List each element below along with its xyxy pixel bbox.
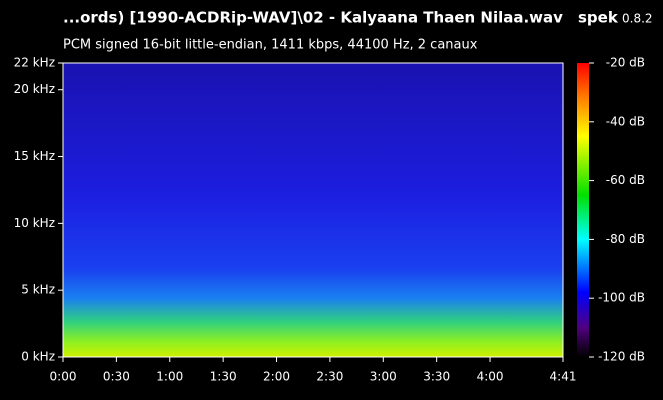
colorbar-tick-label: -20 dB bbox=[606, 56, 645, 70]
title: ...ords) [1990-ACDRip-WAV]\02 - Kalyaana… bbox=[63, 9, 563, 27]
y-tick-label: 20 kHz bbox=[14, 82, 55, 96]
x-tick-label: 1:30 bbox=[210, 370, 237, 384]
colorbar-tick-label: -100 dB bbox=[598, 291, 645, 305]
x-tick-label: 2:00 bbox=[263, 370, 290, 384]
x-tick-label: 0:00 bbox=[50, 370, 77, 384]
colorbar bbox=[577, 63, 589, 357]
x-tick-label: 2:30 bbox=[316, 370, 343, 384]
y-tick-label: 5 kHz bbox=[21, 283, 55, 297]
colorbar-tick-label: -80 dB bbox=[606, 232, 645, 246]
colorbar-tick-label: -60 dB bbox=[606, 173, 645, 187]
y-tick-label: 10 kHz bbox=[14, 216, 55, 230]
subtitle: PCM signed 16-bit little-endian, 1411 kb… bbox=[63, 38, 478, 53]
colorbar-tick-label: -40 dB bbox=[606, 114, 645, 128]
y-tick-label: 15 kHz bbox=[14, 149, 55, 163]
x-tick-label: 4:41 bbox=[550, 370, 577, 384]
app-name: spek bbox=[578, 9, 619, 27]
plot-frame bbox=[62, 62, 564, 358]
y-tick-label: 0 kHz bbox=[21, 350, 55, 364]
x-tick-label: 1:00 bbox=[156, 370, 183, 384]
y-tick-label: 22 kHz bbox=[14, 56, 55, 70]
colorbar-tick-label: -120 dB bbox=[598, 350, 645, 364]
app-version: 0.8.2 bbox=[622, 12, 653, 26]
x-tick-label: 3:30 bbox=[423, 370, 450, 384]
spectrogram bbox=[63, 63, 563, 357]
x-tick-label: 0:30 bbox=[103, 370, 130, 384]
x-tick-label: 4:00 bbox=[477, 370, 504, 384]
x-tick-label: 3:00 bbox=[370, 370, 397, 384]
